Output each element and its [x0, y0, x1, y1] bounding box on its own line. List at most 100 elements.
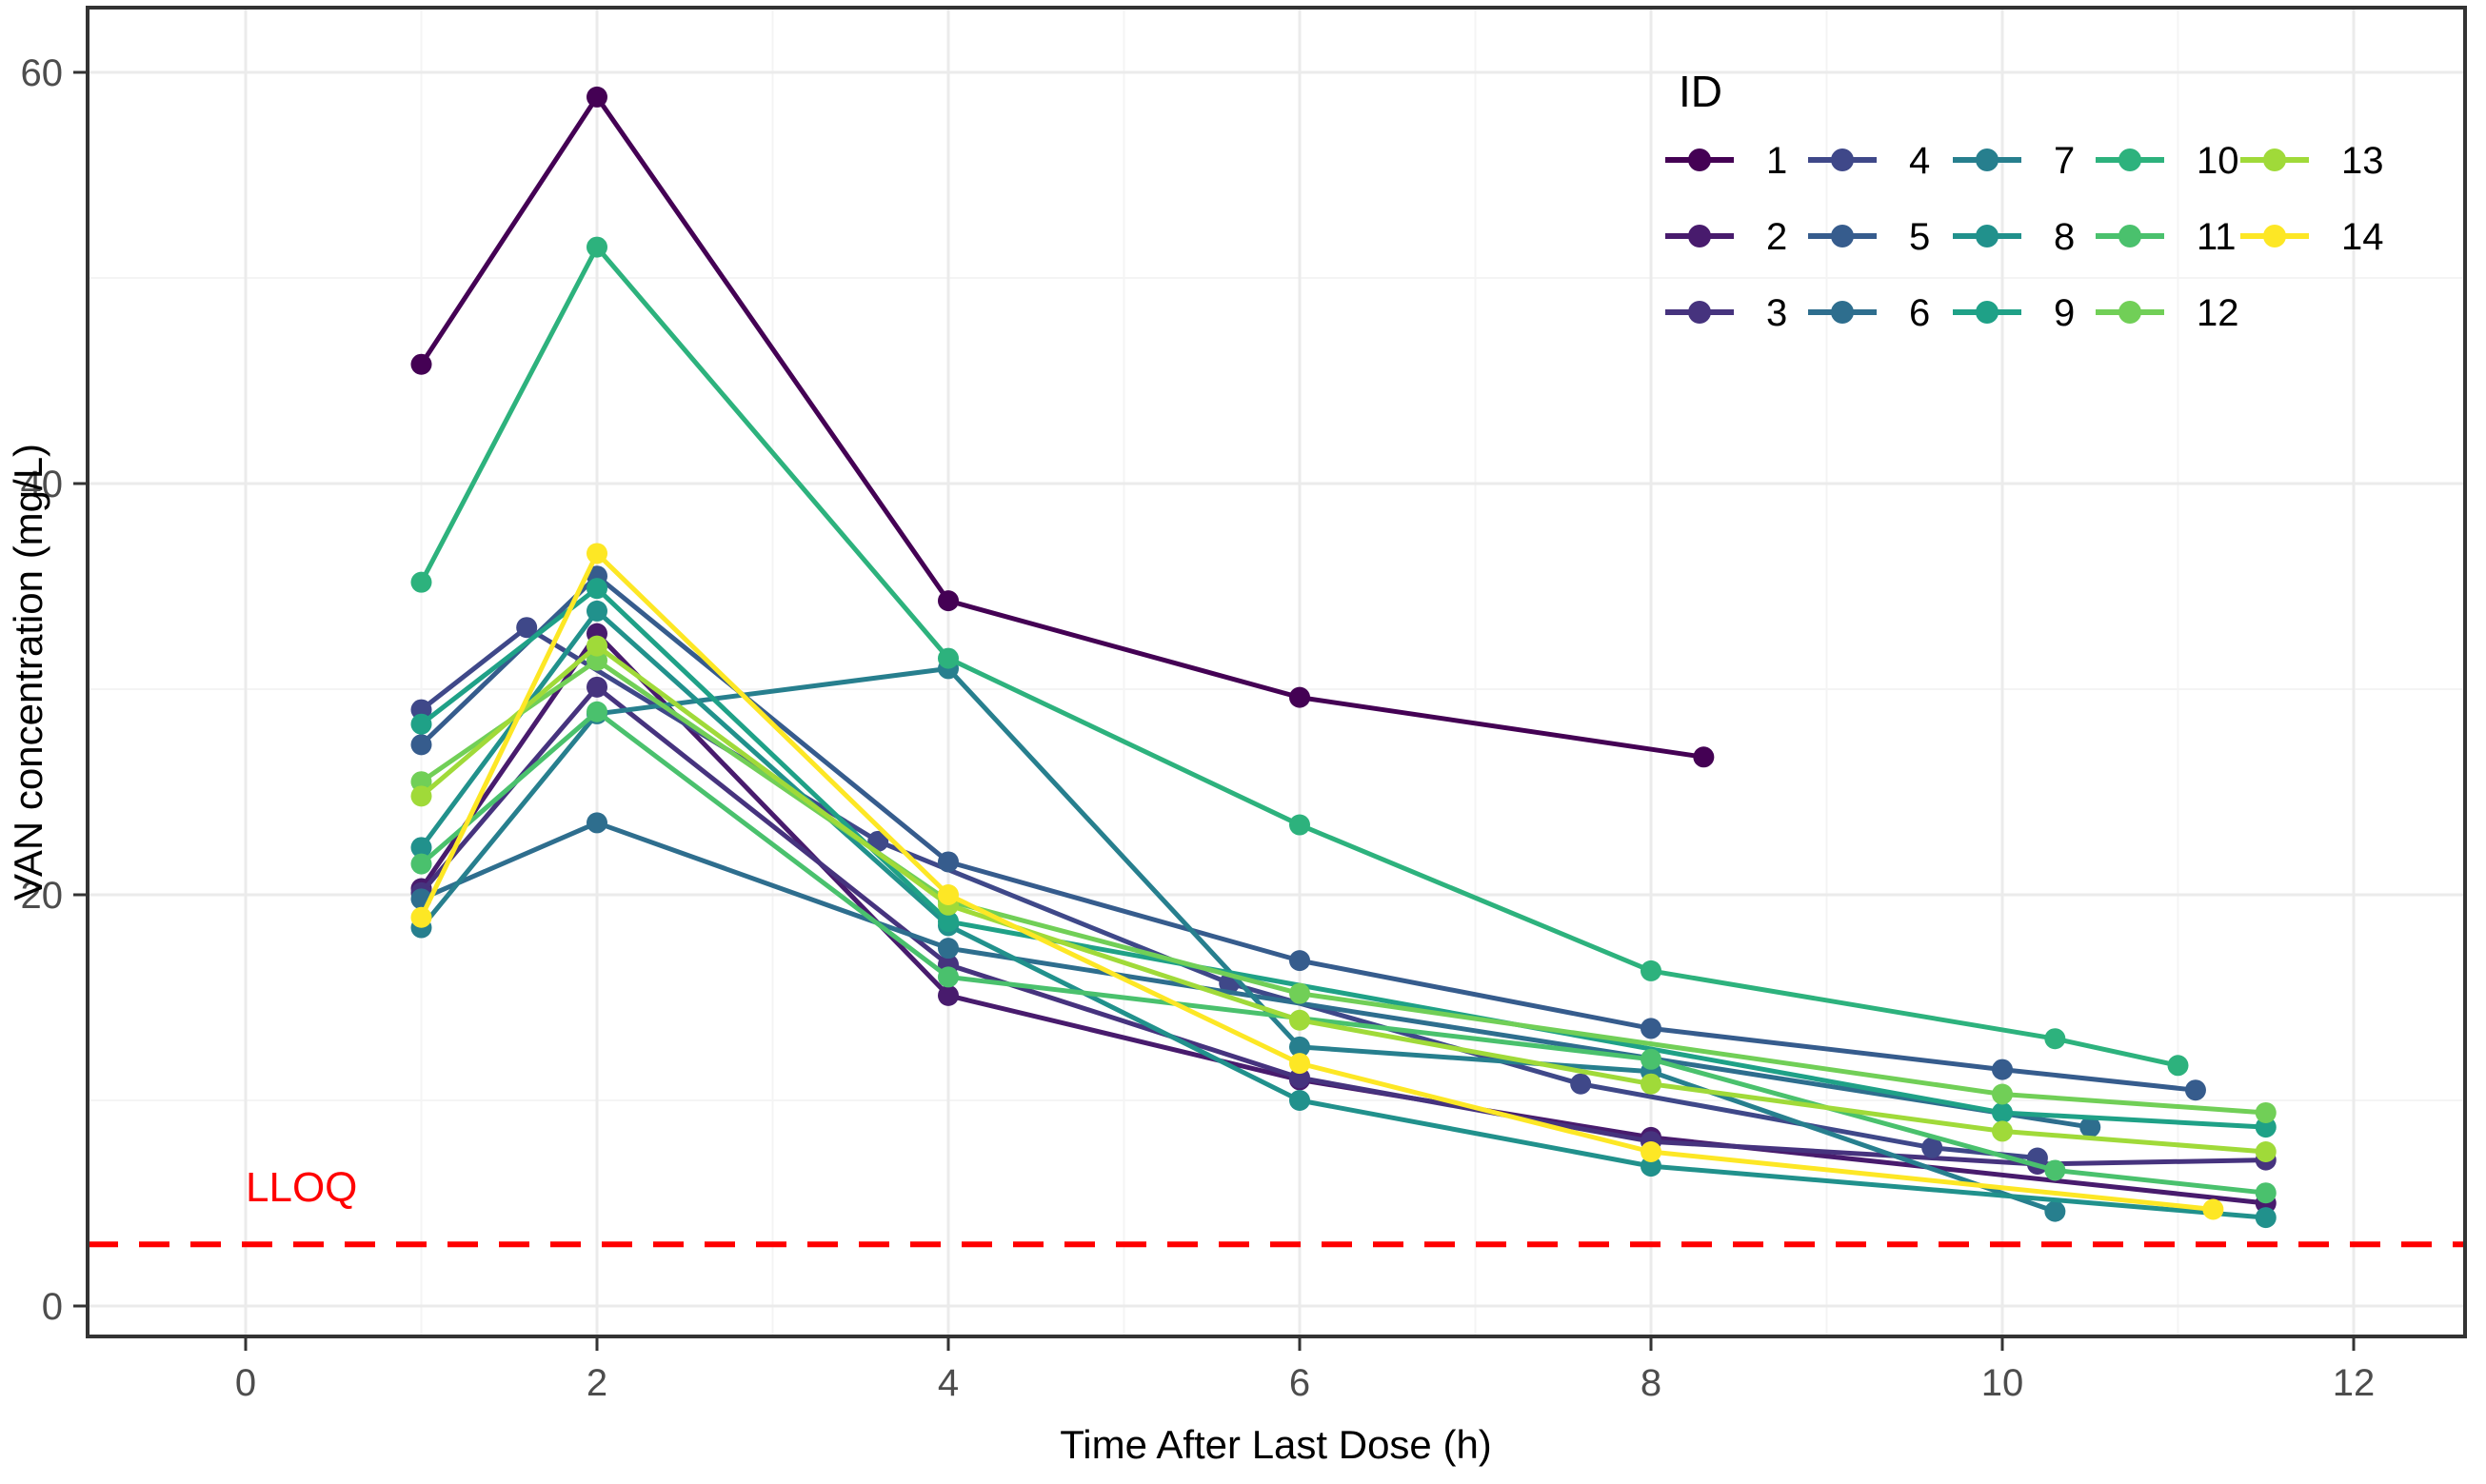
data-point-id13-t11.5 [2255, 1141, 2277, 1162]
data-point-id10-t6 [1289, 814, 1310, 836]
data-point-id13-t6 [1289, 1009, 1310, 1031]
data-point-id10-t4 [938, 647, 959, 669]
data-point-id9-t11.5 [2255, 1117, 2277, 1138]
data-point-id14-t8 [1641, 1141, 1661, 1162]
data-point-id1-t6 [1289, 686, 1310, 708]
legend-key-point-5 [1831, 225, 1854, 247]
data-point-id13-t1 [410, 785, 432, 807]
legend-entry-4: 4 [1808, 140, 1930, 182]
lloq-label: LLOQ [246, 1164, 357, 1211]
legend-label-7: 7 [2054, 140, 2075, 182]
series-layer [88, 86, 2465, 1248]
data-point-id12-t6 [1289, 982, 1310, 1004]
data-point-id14-t11.2 [2202, 1198, 2224, 1220]
y-tick-label-60: 60 [21, 52, 64, 94]
data-point-id6-t10.5 [2079, 1117, 2101, 1138]
legend-key-point-11 [2118, 225, 2141, 247]
legend-key-point-1 [1688, 148, 1711, 171]
series-line-12 [419, 658, 2269, 1116]
data-point-id10-t10.3 [2044, 1028, 2066, 1050]
series-10 [410, 236, 2189, 1077]
data-point-id6-t2 [587, 812, 607, 834]
data-point-id5-t6 [1289, 950, 1310, 972]
legend-entry-13: 13 [2240, 140, 2384, 182]
x-tick-label-8: 8 [1641, 1362, 1661, 1404]
data-point-id14-t2 [587, 543, 607, 564]
data-point-id9-t4 [938, 911, 959, 933]
data-point-id4-t7.6 [1570, 1073, 1592, 1095]
data-point-id11-t10.3 [2044, 1159, 2066, 1181]
legend-label-13: 13 [2341, 140, 2384, 182]
x-axis-title: Time After Last Dose (h) [1060, 1422, 1492, 1467]
data-point-id9-t10 [1992, 1101, 2013, 1123]
data-point-id11-t11.5 [2255, 1182, 2277, 1204]
series-line-8 [419, 608, 2269, 1220]
data-point-id8-t8 [1641, 1156, 1661, 1177]
data-point-id1-t8.3 [1693, 746, 1715, 768]
legend-label-4: 4 [1909, 140, 1930, 182]
legend-key-point-6 [1831, 301, 1854, 324]
legend-label-10: 10 [2197, 140, 2239, 182]
data-point-id11-t1 [410, 853, 432, 875]
data-point-id13-t10 [1992, 1120, 2013, 1142]
data-point-id10-t8 [1641, 960, 1661, 981]
legend-label-6: 6 [1909, 292, 1930, 334]
legend-entry-12: 12 [2096, 292, 2239, 334]
series-line-6 [419, 820, 2093, 1130]
legend-entry-10: 10 [2096, 140, 2239, 182]
data-point-id10-t2 [587, 236, 607, 258]
legend-key-point-4 [1831, 148, 1854, 171]
legend-label-9: 9 [2054, 292, 2075, 334]
legend-label-8: 8 [2054, 216, 2075, 258]
y-axis-title: VAN concentration (mg/L) [6, 444, 50, 900]
data-point-id13-t8 [1641, 1073, 1661, 1095]
data-point-id13-t2 [587, 635, 607, 657]
data-point-id7-t6 [1289, 1036, 1310, 1058]
data-point-id1-t4 [938, 590, 959, 612]
data-point-id14-t4 [938, 884, 959, 905]
data-point-id11-t2 [587, 701, 607, 722]
legend-entry-6: 6 [1808, 292, 1930, 334]
series-9 [410, 578, 2277, 1138]
legend-label-12: 12 [2197, 292, 2239, 334]
legend-label-11: 11 [2197, 216, 2237, 258]
data-point-id11-t4 [938, 966, 959, 988]
data-point-id11-t8 [1641, 1048, 1661, 1070]
data-point-id8-t6 [1289, 1090, 1310, 1111]
grid-layer [88, 8, 2465, 1336]
data-point-id4-t9.6 [1921, 1137, 1943, 1158]
series-line-14 [419, 550, 2216, 1212]
data-point-id4-t1 [410, 699, 432, 721]
data-point-id6-t4 [938, 938, 959, 960]
legend-entry-14: 14 [2240, 216, 2384, 258]
legend-title: ID [1679, 67, 1722, 116]
legend-key-point-9 [1976, 301, 1999, 324]
legend-key-point-8 [1976, 225, 1999, 247]
legend-key-point-13 [2263, 148, 2286, 171]
legend-key-point-7 [1976, 148, 1999, 171]
y-tick-label-40: 40 [21, 464, 64, 505]
data-point-id9-t2 [587, 578, 607, 600]
x-tick-label-4: 4 [938, 1362, 959, 1404]
series-14 [410, 543, 2224, 1220]
data-point-id5-t8 [1641, 1018, 1661, 1039]
data-point-id8-t1 [410, 837, 432, 859]
data-point-id2-t4 [938, 984, 959, 1006]
y-tick-label-0: 0 [42, 1286, 63, 1328]
x-tick-label-6: 6 [1289, 1362, 1310, 1404]
data-point-id7-t10.3 [2044, 1200, 2066, 1222]
x-tick-label-0: 0 [235, 1362, 256, 1404]
legend-key-point-3 [1688, 301, 1711, 324]
data-point-id1-t1 [410, 353, 432, 375]
data-point-id10-t11 [2167, 1055, 2189, 1077]
legend-entry-9: 9 [1953, 292, 2075, 334]
data-point-id8-t11.5 [2255, 1207, 2277, 1229]
data-point-id12-t2 [587, 649, 607, 671]
series-13 [410, 635, 2277, 1162]
legend-key-point-12 [2118, 301, 2141, 324]
data-point-id5-t11.1 [2184, 1079, 2206, 1101]
legend-label-5: 5 [1909, 216, 1930, 258]
